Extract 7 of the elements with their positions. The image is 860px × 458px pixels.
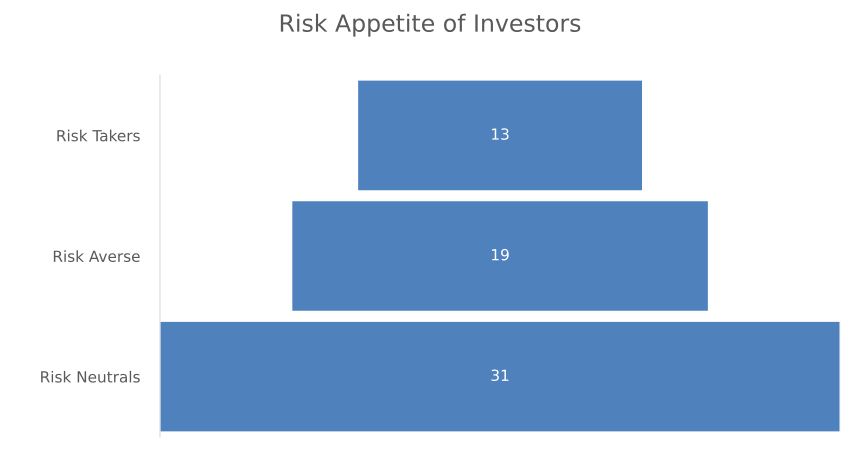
data-label: 13 — [492, 128, 509, 140]
category-label: Risk Neutrals — [41, 370, 140, 383]
data-label: 19 — [492, 248, 509, 260]
category-label: Risk Takers — [57, 130, 140, 142]
text: Risk Appetite of Investors — [280, 14, 580, 37]
data-label: 31 — [492, 370, 508, 382]
category-label: Risk Averse — [54, 250, 140, 262]
